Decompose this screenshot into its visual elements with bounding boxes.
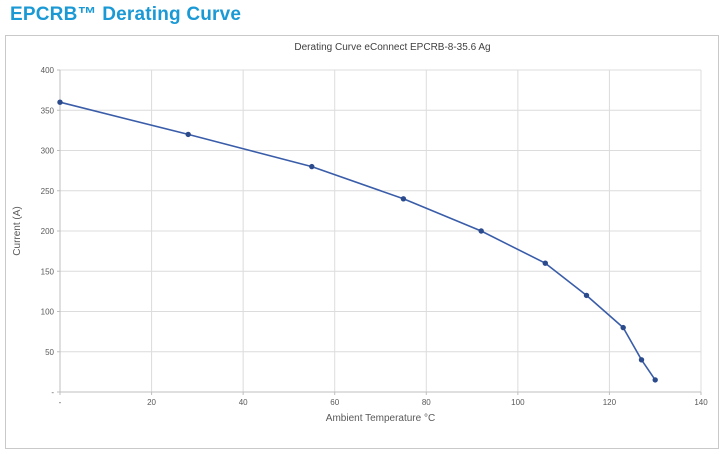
page-title: EPCRB™ Derating Curve xyxy=(10,4,242,25)
y-tick-label: 250 xyxy=(41,187,55,196)
data-point-marker xyxy=(309,163,315,170)
chart-title: Derating Curve eConnect EPCRB-8-35.6 Ag xyxy=(294,42,490,53)
data-point-marker xyxy=(400,196,407,202)
series-line xyxy=(59,101,657,381)
y-tick-label: 50 xyxy=(45,348,54,357)
y-axis-title: Current (A) xyxy=(12,206,23,255)
y-tick-label: 200 xyxy=(41,227,55,236)
y-tick-label: 350 xyxy=(41,106,55,115)
data-point-marker xyxy=(583,292,590,299)
data-point-marker xyxy=(620,324,626,331)
y-tick-label: 400 xyxy=(41,66,55,75)
data-point-marker xyxy=(57,99,63,105)
x-axis-title: Ambient Temperature °C xyxy=(326,413,435,424)
x-tick-label: 120 xyxy=(603,398,617,407)
data-point-marker xyxy=(185,131,191,138)
x-tick-label: - xyxy=(59,398,62,407)
x-tick-label: 80 xyxy=(422,398,431,407)
data-point-marker xyxy=(542,260,548,266)
derating-curve-chart: - 20 40 60 80 100 120 140 - 50 100 150 200 250 300 350 4… xyxy=(12,42,708,424)
derating-chart-card: - 20 40 60 80 100 120 140 - 50 100 150 200 250 300 350 4… xyxy=(5,35,719,449)
data-point-marker xyxy=(638,357,645,363)
x-tick-label: 100 xyxy=(511,398,525,407)
x-tick-label: 40 xyxy=(239,398,248,407)
x-tick-label: 60 xyxy=(330,398,339,407)
y-tick-label: 150 xyxy=(41,267,55,276)
data-point-marker xyxy=(652,377,658,383)
y-tick-label: - xyxy=(51,388,54,397)
y-tick-label: 100 xyxy=(41,308,55,317)
y-tick-label: 300 xyxy=(41,147,55,156)
data-point-marker xyxy=(478,228,484,234)
x-tick-label: 20 xyxy=(147,398,156,407)
x-tick-label: 140 xyxy=(694,398,708,407)
